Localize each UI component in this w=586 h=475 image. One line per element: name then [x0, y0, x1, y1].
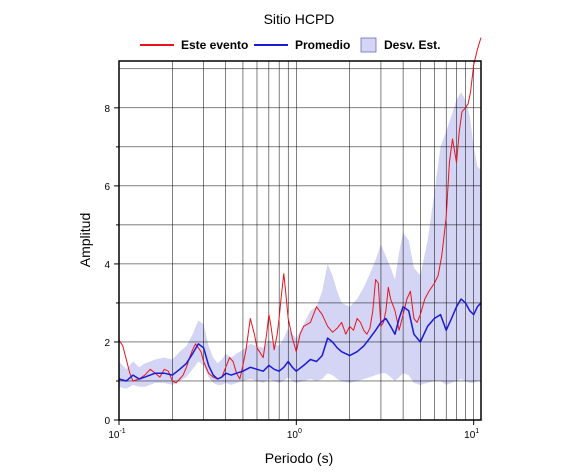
series-layer	[118, 37, 482, 384]
legend-label: Este evento	[181, 38, 248, 52]
legend-label: Promedio	[295, 38, 350, 52]
y-tick-label: 0	[104, 416, 110, 427]
y-axis-label: Amplitud	[77, 213, 93, 267]
std-dev-band-layer	[119, 92, 481, 389]
x-axis-label: Periodo (s)	[265, 450, 333, 466]
std-dev-band	[119, 92, 481, 389]
plot-frame	[118, 60, 482, 421]
legend-swatch	[360, 37, 377, 53]
series-line-promedio	[118, 298, 482, 382]
x-tick-exponent: -1	[119, 428, 125, 435]
x-tick-label: 100	[287, 428, 302, 441]
y-tick-label: 2	[104, 338, 110, 349]
x-tick-exponent: 1	[475, 428, 479, 435]
y-tick-label: 8	[104, 104, 110, 115]
chart-title: Sitio HCPD	[264, 11, 335, 27]
y-tick-label: 4	[104, 260, 110, 271]
x-tick-label: 101	[464, 428, 479, 441]
legend-label: Desv. Est.	[384, 38, 440, 52]
x-tick-label: 10-1	[108, 428, 125, 441]
legend: Este evento Promedio Desv. Est.	[140, 37, 440, 53]
x-tick-exponent: 0	[298, 428, 302, 435]
y-tick-label: 6	[104, 182, 110, 193]
